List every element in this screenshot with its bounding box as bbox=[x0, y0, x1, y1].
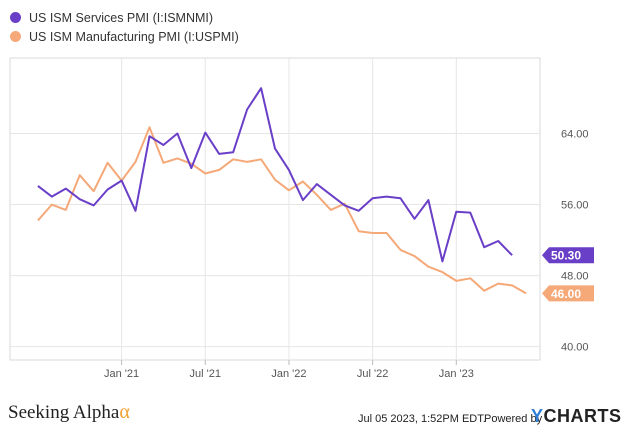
ycharts-logo-rest: CHARTS bbox=[543, 406, 622, 426]
x-tick-label: Jan '22 bbox=[271, 368, 306, 380]
x-tick-label: Jul '21 bbox=[190, 368, 221, 380]
last-value-tag-manufacturing bbox=[542, 285, 594, 302]
last-value-label-manufacturing: 46.00 bbox=[551, 287, 581, 301]
x-tick-label: Jan '21 bbox=[104, 368, 139, 380]
y-tick-label: 64.00 bbox=[561, 129, 589, 141]
y-tick-label: 40.00 bbox=[561, 342, 589, 354]
legend: US ISM Services PMI (I:ISMNMI) US ISM Ma… bbox=[10, 8, 239, 46]
legend-item-services[interactable]: US ISM Services PMI (I:ISMNMI) bbox=[10, 8, 239, 27]
last-value-tag-services bbox=[542, 247, 594, 264]
y-tick-label: 48.00 bbox=[561, 271, 589, 283]
legend-dot-manufacturing bbox=[10, 31, 21, 42]
seeking-alpha-logo[interactable]: Seeking Alphaα bbox=[8, 401, 130, 424]
legend-dot-services bbox=[10, 12, 21, 23]
y-tick-label: 56.00 bbox=[561, 200, 589, 212]
plot-frame bbox=[9, 57, 541, 361]
ycharts-logo[interactable]: YCHARTS bbox=[531, 406, 622, 427]
powered-by-text: Powered by bbox=[484, 413, 543, 425]
series-line-services bbox=[37, 87, 513, 263]
x-tick-label: Jul '22 bbox=[357, 368, 388, 380]
legend-label-manufacturing: US ISM Manufacturing PMI (I:USPMI) bbox=[29, 29, 239, 44]
brand-name: Seeking Alpha bbox=[8, 402, 120, 423]
pmi-chart: 40.00 48.00 56.00 64.00 Jan '21 Jul '21 Jan '2… bbox=[9, 57, 594, 380]
legend-item-manufacturing[interactable]: US ISM Manufacturing PMI (I:USPMI) bbox=[10, 27, 239, 46]
ycharts-logo-y: Y bbox=[531, 406, 544, 426]
x-tick-label: Jan '23 bbox=[439, 368, 474, 380]
series-line-manufacturing bbox=[37, 126, 527, 295]
legend-label-services: US ISM Services PMI (I:ISMNMI) bbox=[29, 10, 214, 25]
timestamp: Jul 05 2023, 1:52PM EDT. bbox=[358, 413, 486, 425]
last-value-label-services: 50.30 bbox=[551, 249, 581, 263]
footer: Seeking Alphaα Jul 05 2023, 1:52PM EDT. … bbox=[0, 395, 635, 433]
alpha-symbol: α bbox=[119, 401, 130, 423]
